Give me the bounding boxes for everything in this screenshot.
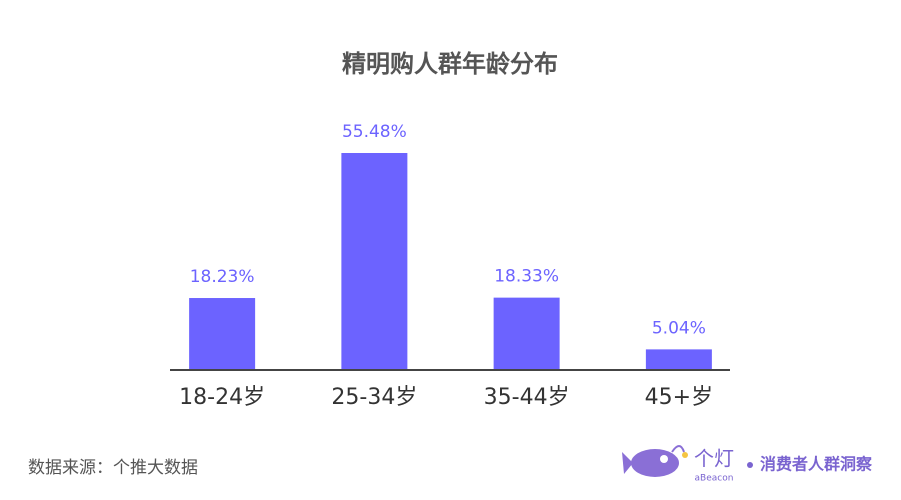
logo-eye <box>660 455 668 463</box>
logo <box>622 445 688 477</box>
x-tick-label: 18-24岁 <box>179 385 265 410</box>
logo-subtext: aBeacon <box>695 474 734 484</box>
separator-dot <box>747 462 753 468</box>
value-label: 18.23% <box>190 267 255 287</box>
value-label: 55.48% <box>342 122 407 142</box>
bar <box>645 349 712 369</box>
value-label: 5.04% <box>652 318 706 338</box>
tagline: 消费者人群洞察 <box>760 455 873 474</box>
source: 数据来源：个推大数据 <box>28 458 198 478</box>
logo-lure <box>671 445 685 453</box>
logo-tail <box>622 452 633 474</box>
x-tick-label: 35-44岁 <box>484 385 570 410</box>
chart-title: 精明购人群年龄分布 <box>342 50 558 78</box>
logo-fish <box>631 449 679 477</box>
x-tick-label: 25-34岁 <box>331 385 417 410</box>
value-label: 18.33% <box>494 267 559 287</box>
x-tick-label: 45+岁 <box>645 385 713 410</box>
bar <box>341 153 408 369</box>
logo-text: 个灯 <box>694 447 734 471</box>
logo-light <box>682 452 688 458</box>
bar <box>493 297 560 369</box>
bar <box>189 298 256 369</box>
